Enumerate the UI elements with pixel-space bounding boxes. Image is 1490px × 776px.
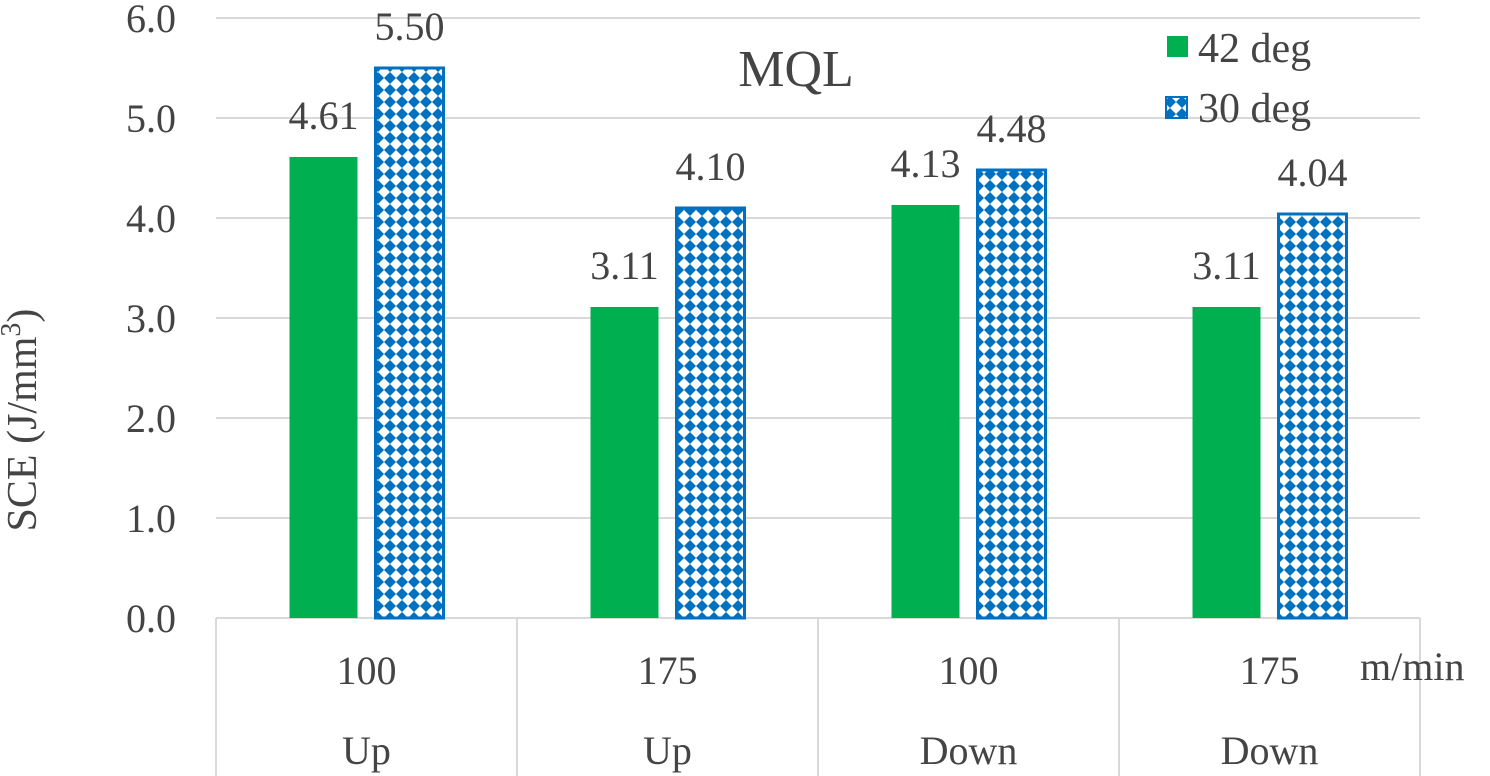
- y-tick-label: 5.0: [126, 96, 176, 141]
- y-axis-label: SCE (J/mm3): [0, 309, 46, 532]
- x-tick-label-direction: Down: [920, 728, 1018, 773]
- x-tick-label-speed: 175: [638, 648, 698, 693]
- data-label: 4.13: [891, 141, 961, 186]
- y-tick-label: 3.0: [126, 296, 176, 341]
- y-tick-label: 1.0: [126, 496, 176, 541]
- y-tick-label: 2.0: [126, 396, 176, 441]
- axis-table: 0.0 1.0 2.0 3.0 4.0 5.0 6.0 100 Up 175 Up 100 Down 17…: [126, 0, 1421, 776]
- y-tick-label: 6.0: [126, 0, 176, 41]
- x-tick-label-direction: Up: [643, 728, 692, 773]
- x-tick-label-speed: 175: [1240, 648, 1300, 693]
- x-tick-label-direction: Up: [342, 728, 391, 773]
- legend: 42 deg 30 deg: [1165, 26, 1311, 132]
- data-label: 3.11: [590, 243, 659, 288]
- data-labels: 4.61 3.11 4.13 3.11 5.50 4.10 4.48 4.04: [289, 4, 1348, 288]
- bar-42deg: [289, 157, 358, 618]
- chart-title: MQL: [738, 41, 854, 98]
- bar-30deg: [374, 66, 445, 620]
- y-tick-label: 4.0: [126, 196, 176, 241]
- data-label: 4.48: [977, 106, 1047, 151]
- legend-label-42deg: 42 deg: [1198, 26, 1311, 72]
- data-label: 4.04: [1278, 150, 1348, 195]
- y-tick-label: 0.0: [126, 596, 176, 641]
- bar-42deg: [891, 205, 960, 618]
- data-label: 4.61: [289, 93, 359, 138]
- bar-30deg: [1277, 212, 1348, 620]
- x-axis-unit: m/min: [1360, 644, 1464, 689]
- x-tick-label-speed: 100: [337, 648, 397, 693]
- bars: [289, 66, 1348, 620]
- bar-30deg: [976, 168, 1047, 620]
- data-label: 3.11: [1192, 243, 1261, 288]
- data-label: 5.50: [375, 4, 445, 49]
- legend-swatch-30deg: [1165, 96, 1188, 119]
- bar-42deg: [1192, 307, 1261, 618]
- bar-42deg: [590, 307, 659, 618]
- x-tick-label-direction: Down: [1221, 728, 1319, 773]
- legend-label-30deg: 30 deg: [1198, 86, 1311, 132]
- data-label: 4.10: [676, 144, 746, 189]
- x-tick-label-speed: 100: [939, 648, 999, 693]
- bar-30deg: [675, 206, 746, 620]
- legend-swatch-42deg: [1167, 36, 1188, 57]
